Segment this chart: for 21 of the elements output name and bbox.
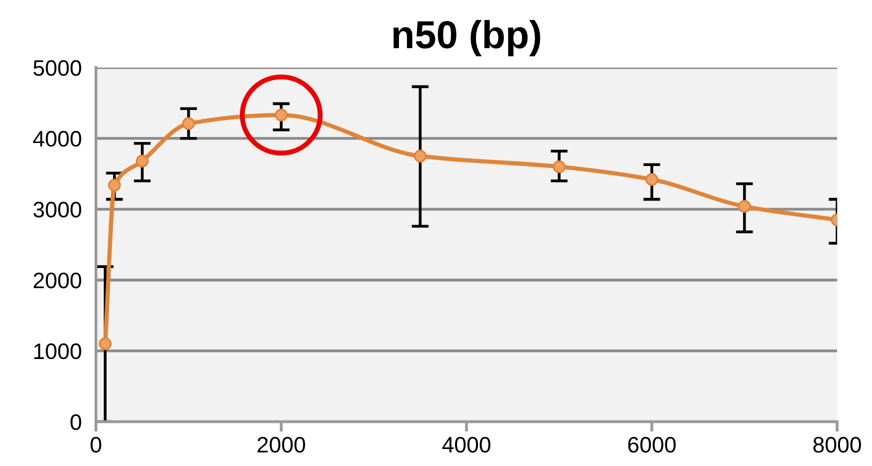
point [182,117,195,130]
point [274,108,288,122]
y-tick-label: 1000 [34,343,82,360]
point [552,160,566,174]
point [645,173,658,186]
y-tick-label: 5000 [33,60,82,76]
point [414,150,427,162]
point [108,178,121,192]
y-tick-label: 2000 [34,272,82,288]
x-tick-label: 4000 [442,436,490,453]
x-tick-label: 0 [90,436,102,453]
point [136,154,149,168]
x-tick-label: 2000 [258,436,306,453]
y-tick-label: 0 [70,414,82,430]
y-tick-label: 4000 [33,130,82,147]
chart-title: n50 (bp) [393,20,540,56]
point [98,337,112,350]
point [738,200,751,213]
x-tick-label: 6000 [628,436,676,453]
x-tick-label: 8000 [813,436,861,453]
y-tick-label: 3000 [33,202,82,218]
